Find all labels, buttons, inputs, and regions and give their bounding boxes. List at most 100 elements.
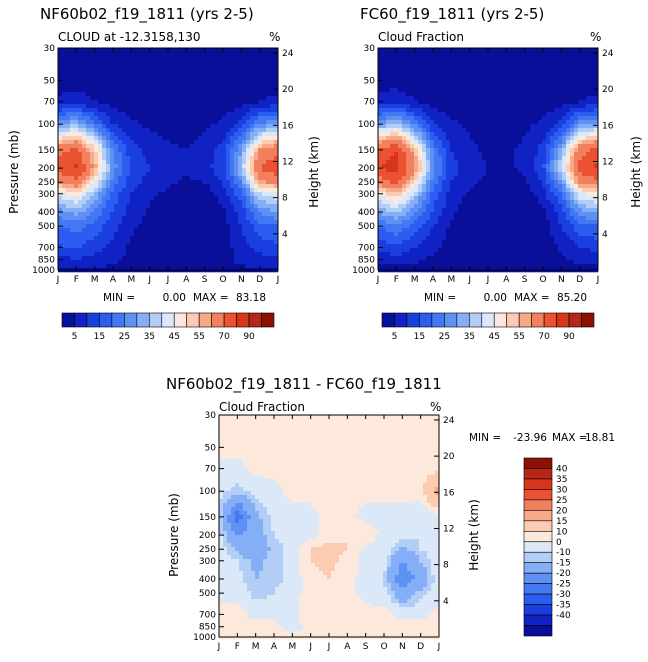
contour-cell (90, 264, 95, 269)
contour-cell (482, 92, 487, 97)
contour-cell (486, 52, 491, 57)
contour-cell (210, 144, 215, 149)
contour-cell (178, 100, 183, 105)
contour-cell (430, 112, 435, 117)
contour-cell (418, 172, 423, 177)
contour-cell (270, 144, 275, 149)
contour-cell (138, 152, 143, 157)
contour-cell (462, 72, 467, 77)
contour-cell (442, 120, 447, 125)
contour-cell (78, 116, 83, 121)
contour-cell (146, 68, 151, 73)
contour-cell (62, 236, 67, 241)
contour-cell (378, 64, 383, 69)
contour-cell (410, 144, 415, 149)
contour-cell (170, 260, 175, 265)
contour-cell (62, 124, 67, 129)
contour-cell (198, 56, 203, 61)
contour-cell (122, 252, 127, 257)
contour-cell (470, 156, 475, 161)
contour-cell (250, 200, 255, 205)
contour-cell (578, 56, 583, 61)
contour-cell (214, 128, 219, 133)
contour-cell (78, 136, 83, 141)
contour-cell (174, 164, 179, 169)
contour-cell (106, 168, 111, 173)
contour-cell (510, 108, 515, 113)
contour-cell (506, 124, 511, 129)
contour-cell (462, 124, 467, 129)
contour-cell (222, 144, 227, 149)
contour-cell (222, 116, 227, 121)
contour-cell (162, 164, 167, 169)
contour-cell (58, 116, 63, 121)
contour-cell (110, 156, 115, 161)
contour-cell (386, 168, 391, 173)
contour-cell (62, 164, 67, 169)
contour-cell (162, 252, 167, 257)
contour-cell (258, 236, 263, 241)
contour-cell (466, 72, 471, 77)
contour-cell (550, 164, 555, 169)
contour-cell (170, 236, 175, 241)
contour-cell (94, 76, 99, 81)
contour-cell (558, 48, 563, 53)
contour-cell (406, 156, 411, 161)
contour-cell (238, 224, 243, 229)
contour-cell (398, 80, 403, 85)
contour-cell (554, 164, 559, 169)
contour-cell (534, 112, 539, 117)
contour-cell (86, 192, 91, 197)
contour-cell (518, 80, 523, 85)
contour-cell (150, 236, 155, 241)
contour-cell (398, 176, 403, 181)
contour-cell (502, 64, 507, 69)
contour-cell (90, 72, 95, 77)
contour-cell (194, 152, 199, 157)
contour-cell (146, 84, 151, 89)
contour-cell (222, 240, 227, 245)
contour-cell (250, 184, 255, 189)
contour-cell (86, 116, 91, 121)
contour-cell (214, 244, 219, 249)
contour-cell (450, 132, 455, 137)
contour-cell (118, 80, 123, 85)
contour-cell (486, 92, 491, 97)
contour-cell (574, 120, 579, 125)
contour-cell (538, 80, 543, 85)
contour-cell (502, 164, 507, 169)
contour-cell (422, 100, 427, 105)
contour-cell (470, 148, 475, 153)
contour-cell (78, 256, 83, 261)
contour-cell (498, 48, 503, 53)
contour-cell (238, 168, 243, 173)
contour-cell (266, 92, 271, 97)
contour-cell (90, 116, 95, 121)
contour-cell (490, 136, 495, 141)
contour-cell (58, 256, 63, 261)
contour-cell (414, 48, 419, 53)
contour-cell (90, 164, 95, 169)
contour-cell (70, 236, 75, 241)
contour-cell (122, 168, 127, 173)
contour-cell (158, 184, 163, 189)
y-tick-label: 50 (44, 76, 56, 86)
contour-cell (570, 172, 575, 177)
contour-cell (562, 172, 567, 177)
contour-cell (506, 60, 511, 65)
contour-cell (574, 84, 579, 89)
contour-cell (146, 108, 151, 113)
contour-cell (234, 76, 239, 81)
contour-cell (202, 244, 207, 249)
contour-cell (562, 104, 567, 109)
contour-cell (222, 224, 227, 229)
contour-cell (86, 52, 91, 57)
contour-cell (174, 168, 179, 173)
contour-cell (114, 224, 119, 229)
contour-cell (386, 104, 391, 109)
contour-cell (262, 176, 267, 181)
contour-cell (494, 164, 499, 169)
contour-cell (194, 116, 199, 121)
contour-cell (230, 224, 235, 229)
contour-cell (118, 196, 123, 201)
